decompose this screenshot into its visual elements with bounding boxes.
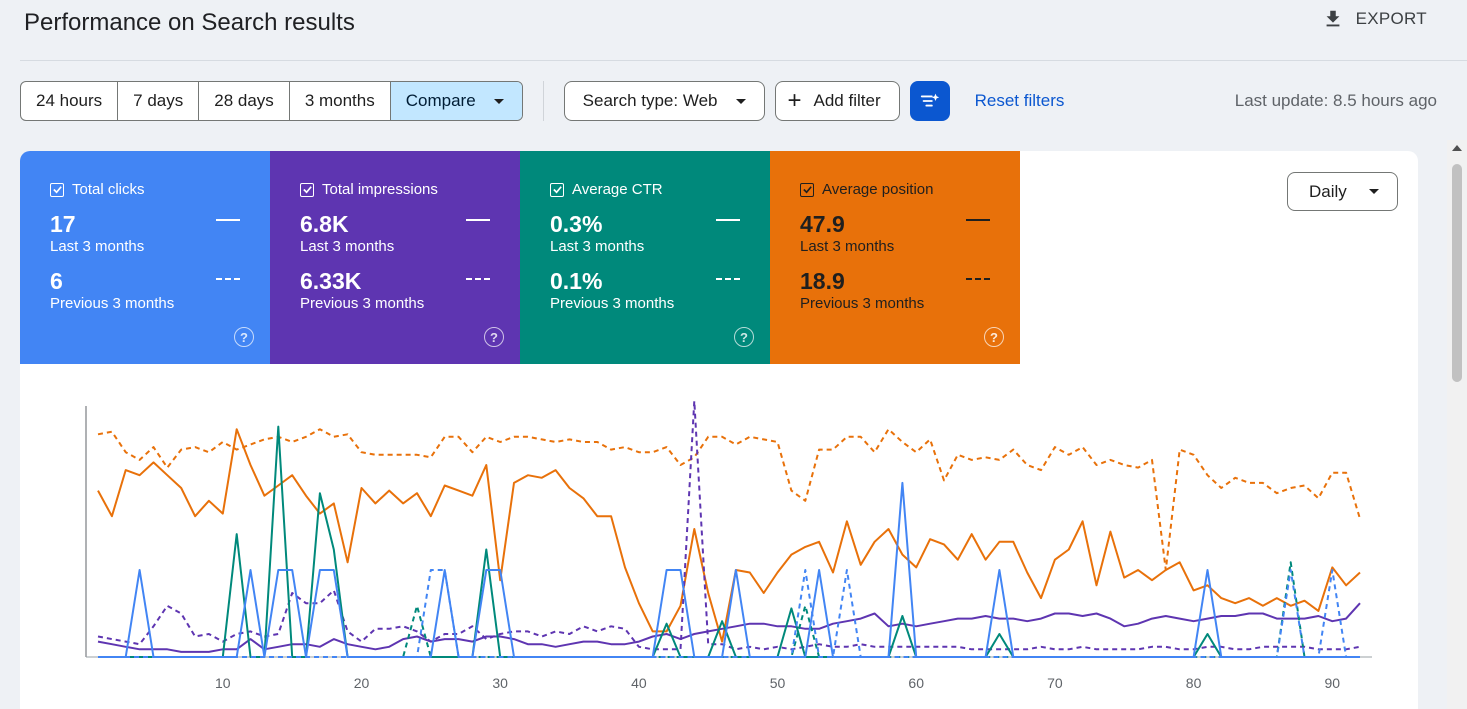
series-line-average-ctr [98,425,1360,658]
range-28-days[interactable]: 28 days [199,82,290,120]
dashed-line-legend-icon [716,278,740,280]
metric-label-row: Total clicks [50,181,240,198]
series-line-average-position [97,428,1361,643]
export-button[interactable]: EXPORT [1322,8,1427,30]
performance-card: 10 20 30 40 50 60 70 80 90 Total clicks 17 Last … [20,151,1418,709]
x-tick-label: 40 [631,675,647,691]
x-tick-label: 70 [1047,675,1063,691]
performance-chart: 10 20 30 40 50 60 70 80 90 [85,400,1372,691]
dashed-line-legend-icon [966,278,990,280]
metric-label: Average CTR [572,181,663,198]
granularity-dropdown[interactable]: Daily [1287,172,1398,211]
metric-previous-value: 0.1% [550,268,603,294]
x-tick-label: 60 [908,675,924,691]
metric-label: Average position [822,181,934,198]
metric-current-period: Last 3 months [50,238,145,255]
metric-label: Total clicks [72,181,145,198]
download-icon [1326,10,1340,27]
checkbox-checked-icon[interactable] [50,182,64,197]
granularity-label: Daily [1309,181,1347,201]
reset-filters-link[interactable]: Reset filters [974,91,1065,110]
compare-dropdown[interactable]: Compare [390,82,522,120]
smart-filter-button[interactable] [909,81,950,121]
metric-current-period: Last 3 months [800,238,895,255]
metric-average-position[interactable]: Average position 47.9 Last 3 months 18.9… [770,151,1020,364]
metric-current-value: 17 [50,211,76,237]
metric-previous-period: Previous 3 months [50,295,175,312]
help-icon[interactable]: ? [734,327,754,347]
x-tick-label: 90 [1324,675,1340,691]
dashed-line-legend-icon [466,278,490,280]
solid-line-legend-icon [966,219,990,221]
checkbox-checked-icon[interactable] [550,182,564,197]
x-tick-label: 50 [770,675,786,691]
date-range-selector: 24 hours 7 days 28 days 3 months Compare [20,81,523,121]
scroll-up-arrow-icon[interactable] [1452,145,1462,151]
plus-icon: + [787,87,802,114]
search-type-dropdown[interactable]: Search type: Web [563,81,765,121]
vertical-scrollbar[interactable] [1447,140,1467,709]
export-label: EXPORT [1355,9,1427,28]
metric-label-row: Average CTR [550,181,740,198]
metric-current-value: 47.9 [800,211,845,237]
solid-line-legend-icon [466,219,490,221]
caret-down-icon [735,98,746,104]
series-line-total-clicks [98,481,1360,658]
series-line-total-impressions-previous [97,400,1361,651]
header-divider [20,60,1467,61]
series-line-total-clicks-previous [98,569,1360,658]
range-24-hours[interactable]: 24 hours [21,82,119,120]
add-filter-label: Add filter [813,91,881,110]
checkbox-checked-icon[interactable] [800,182,814,197]
solid-line-legend-icon [216,219,240,221]
metric-current-period: Last 3 months [550,238,645,255]
search-type-label: Search type: Web [582,91,718,110]
page-title: Performance on Search results [24,9,355,36]
help-icon[interactable]: ? [984,327,1004,347]
metric-previous-period: Previous 3 months [300,295,425,312]
solid-line-legend-icon [716,219,740,221]
scrollbar-thumb[interactable] [1452,164,1462,382]
filter-sparkle-icon [920,93,939,107]
dashed-line-legend-icon [216,278,240,280]
x-tick-label: 20 [354,675,370,691]
metric-previous-value: 6 [50,268,63,294]
checkbox-checked-icon[interactable] [300,182,314,197]
metric-total-impressions[interactable]: Total impressions 6.8K Last 3 months 6.3… [270,151,520,364]
add-filter-button[interactable]: + Add filter [774,81,900,121]
metric-previous-value: 18.9 [800,268,845,294]
x-tick-label: 80 [1186,675,1202,691]
metric-total-clicks[interactable]: Total clicks 17 Last 3 months 6 Previous… [20,151,270,364]
metric-previous-value: 6.33K [300,268,362,294]
range-3-months[interactable]: 3 months [290,82,391,120]
help-icon[interactable]: ? [484,327,504,347]
metric-label-row: Total impressions [300,181,490,198]
metric-current-period: Last 3 months [300,238,395,255]
metric-average-ctr[interactable]: Average CTR 0.3% Last 3 months 0.1% Prev… [520,151,770,364]
x-tick-label: 10 [215,675,231,691]
caret-down-icon [1368,189,1379,194]
metric-current-value: 6.8K [300,211,349,237]
caret-down-icon [493,98,504,104]
metric-label-row: Average position [800,181,990,198]
metric-previous-period: Previous 3 months [550,295,675,312]
help-icon[interactable]: ? [234,327,254,347]
x-tick-label: 30 [492,675,508,691]
metric-label: Total impressions [322,181,438,198]
range-7-days[interactable]: 7 days [118,82,200,120]
metric-previous-period: Previous 3 months [800,295,925,312]
metric-current-value: 0.3% [550,211,603,237]
toolbar: 24 hours 7 days 28 days 3 months Compare… [20,81,1447,121]
last-update-text: Last update: 8.5 hours ago [1234,91,1437,110]
series-line-average-position-previous [97,428,1361,571]
compare-label: Compare [405,91,476,110]
toolbar-divider [542,81,544,121]
